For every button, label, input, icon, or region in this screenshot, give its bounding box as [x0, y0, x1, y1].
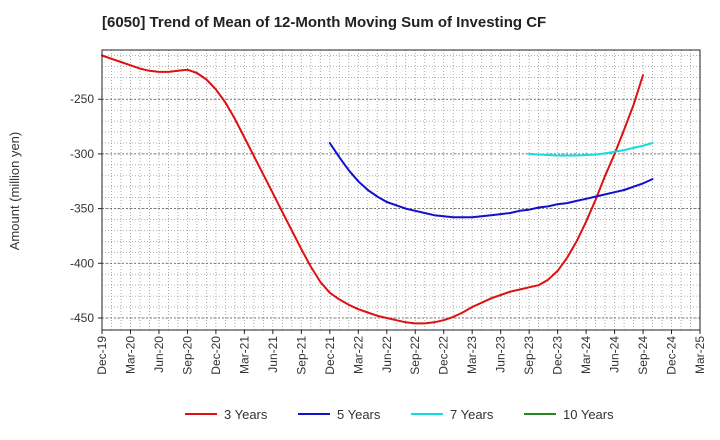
- x-tick-label: Jun-24: [608, 336, 622, 373]
- x-tick-label: Dec-22: [437, 336, 451, 375]
- x-tick-label: Dec-19: [95, 336, 109, 375]
- y-tick-label: -400: [70, 256, 94, 270]
- x-tick-label: Mar-22: [351, 336, 365, 374]
- series-line-3-years: [101, 54, 644, 325]
- x-tick-label: Mar-24: [579, 336, 593, 374]
- x-tick-label: Sep-21: [294, 336, 308, 375]
- x-tick-label: Mar-21: [237, 336, 251, 374]
- x-tick-label: Sep-22: [408, 336, 422, 375]
- y-axis-title: Amount (million yen): [7, 132, 22, 251]
- x-tick-label: Mar-23: [465, 336, 479, 374]
- series-lines: [101, 54, 654, 325]
- x-tick-label: Jun-22: [380, 336, 394, 373]
- y-tick-label: -450: [70, 311, 94, 325]
- x-tick-label: Sep-24: [636, 336, 650, 375]
- series-line-5-years: [328, 142, 654, 219]
- grid-lines: [102, 50, 700, 330]
- legend-label-7-years: 7 Years: [450, 407, 494, 422]
- y-tick-label: -300: [70, 147, 94, 161]
- legend: 3 Years 5 Years 7 Years 10 Years: [185, 407, 614, 422]
- plot-frame: [101, 49, 701, 331]
- legend-label-5-years: 5 Years: [337, 407, 381, 422]
- y-tick-label: -250: [70, 92, 94, 106]
- x-tick-label: Sep-20: [180, 336, 194, 375]
- x-tick-label: Dec-24: [665, 336, 679, 375]
- x-tick-label: Dec-21: [323, 336, 337, 375]
- legend-label-3-years: 3 Years: [224, 407, 268, 422]
- x-tick-label: Jun-21: [266, 336, 280, 373]
- x-tick-label: Dec-20: [209, 336, 223, 375]
- x-tick-label: Jun-23: [494, 336, 508, 373]
- x-tick-label: Sep-23: [522, 336, 536, 375]
- legend-label-10-years: 10 Years: [563, 407, 614, 422]
- chart-title: [6050] Trend of Mean of 12-Month Moving …: [102, 14, 547, 31]
- series-line-7-years: [528, 142, 654, 157]
- x-tick-label: Jun-20: [152, 336, 166, 373]
- x-tick-label: Mar-20: [123, 336, 137, 374]
- x-tick-label: Mar-25: [693, 336, 707, 374]
- x-tick-label: Dec-23: [551, 336, 565, 375]
- y-tick-label: -350: [70, 202, 94, 216]
